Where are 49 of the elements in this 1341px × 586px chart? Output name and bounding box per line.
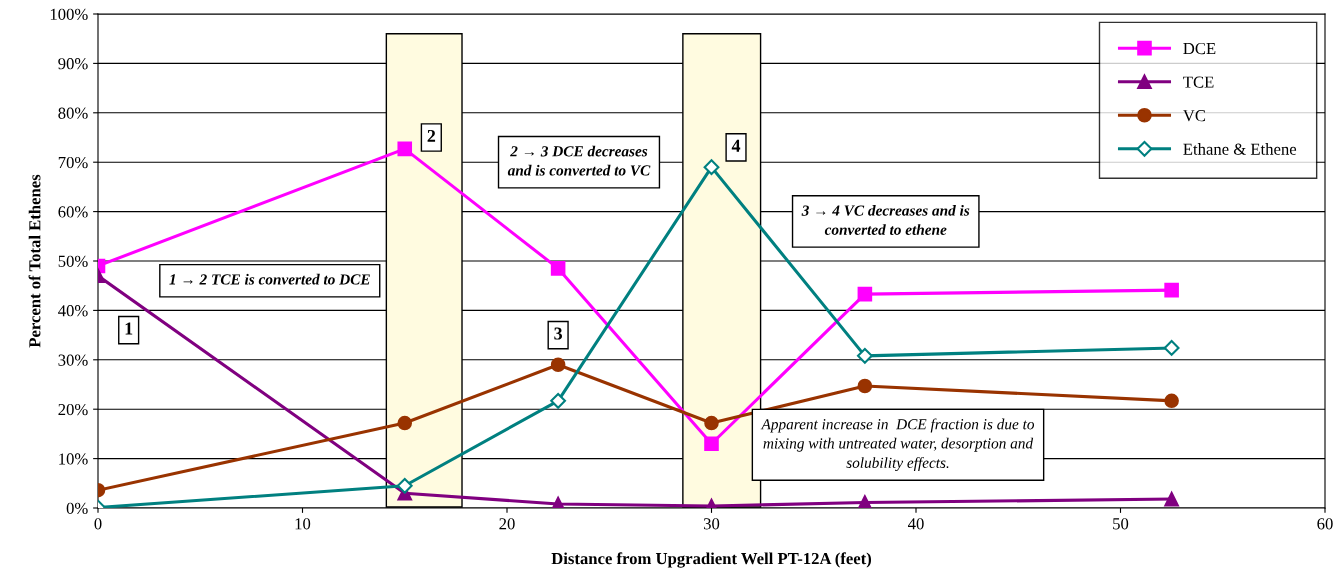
legend-label: DCE [1183, 42, 1216, 55]
point [550, 392, 567, 409]
point [857, 286, 873, 302]
x-tick-label: 0 [94, 518, 102, 530]
y-tick-label: 90% [58, 58, 88, 70]
point [857, 378, 873, 394]
x-tick-label: 20 [499, 518, 515, 530]
y-tick-label: 30% [58, 354, 88, 366]
y-tick-label: 10% [59, 453, 88, 465]
annotation: 1 [125, 322, 133, 335]
point [550, 357, 566, 373]
annotation: 1 → 2 TCE is converted to DCE [169, 273, 370, 285]
annotation: 3 [554, 327, 563, 340]
point [856, 347, 873, 364]
x-tick-label: 10 [295, 518, 311, 530]
x-tick-label: 50 [1113, 518, 1129, 530]
x-tick-label: 60 [1317, 518, 1333, 530]
x-tick-label: 40 [907, 518, 924, 530]
point [397, 415, 413, 431]
x-axis-title: Distance from Upgradient Well PT-12A (feet) [551, 552, 872, 568]
point [1164, 282, 1179, 298]
y-tick-label: 40% [58, 305, 88, 317]
point [397, 141, 413, 157]
annotation: 2 → 3 DCE decreases and is converted to VC [507, 145, 651, 176]
point [1164, 491, 1179, 507]
annotation: Apparent increase in DCE fraction is due to mixing with untreated water, desorption and solubility effects. [760, 418, 1035, 472]
y-axis-title: Percent of Total Ethenes [28, 174, 41, 348]
y-tick-label: 100% [50, 8, 88, 20]
point [1164, 393, 1179, 409]
annotation: 2 [427, 129, 436, 142]
annotation: 4 [731, 139, 741, 152]
y-tick-label: 20% [58, 403, 88, 416]
legend-label: TCE [1183, 76, 1214, 88]
y-tick-label: 50% [58, 255, 88, 267]
point [550, 261, 566, 276]
annotation: 3 → 4 VC decreases and is converted to ethene [801, 204, 970, 235]
legend-label: VC [1183, 110, 1206, 122]
x-tick-label: 30 [703, 518, 720, 530]
point [396, 477, 413, 494]
y-tick-label: 70% [58, 156, 88, 169]
y-tick-label: 60% [58, 206, 88, 218]
point [857, 495, 873, 508]
y-tick-label: 0% [66, 502, 88, 514]
point [704, 436, 719, 452]
point [704, 415, 719, 431]
y-tick-label: 80% [58, 107, 88, 119]
point [1163, 340, 1180, 356]
legend-label: Ethane & Ethene [1183, 143, 1297, 155]
point [703, 159, 720, 176]
